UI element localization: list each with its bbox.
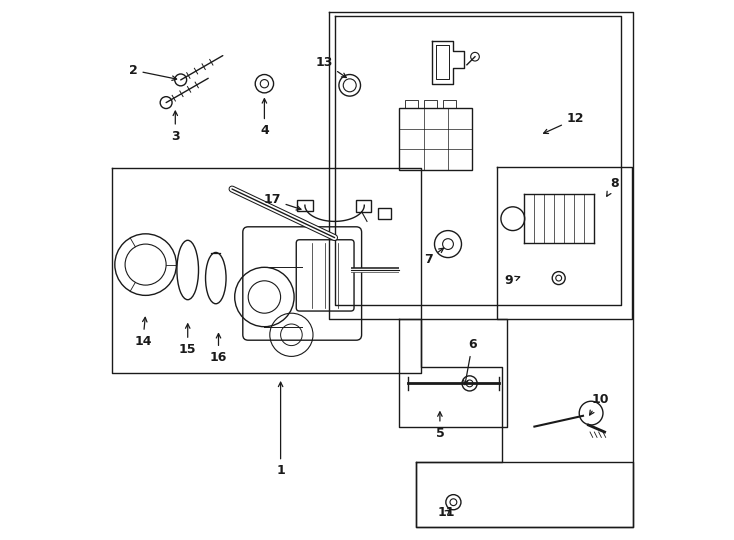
Bar xyxy=(356,200,371,212)
Bar xyxy=(424,100,437,108)
Text: 6: 6 xyxy=(464,338,476,384)
Text: 12: 12 xyxy=(544,112,584,133)
Bar xyxy=(404,100,418,108)
Bar xyxy=(378,208,391,219)
Text: 15: 15 xyxy=(179,324,197,356)
Text: 5: 5 xyxy=(435,412,444,440)
Text: 17: 17 xyxy=(263,193,301,210)
Text: 16: 16 xyxy=(210,334,228,364)
Text: 10: 10 xyxy=(589,393,608,415)
Text: 13: 13 xyxy=(315,56,346,78)
Text: 3: 3 xyxy=(171,111,180,143)
Text: 2: 2 xyxy=(128,64,177,80)
Text: 11: 11 xyxy=(437,507,454,519)
Bar xyxy=(399,108,472,170)
Bar xyxy=(443,100,456,108)
Text: 4: 4 xyxy=(260,99,269,137)
Bar xyxy=(297,200,313,211)
Text: 7: 7 xyxy=(424,248,443,266)
Text: 14: 14 xyxy=(134,318,152,348)
Text: 1: 1 xyxy=(276,382,285,477)
Text: 9: 9 xyxy=(505,274,520,287)
Text: 8: 8 xyxy=(607,177,619,196)
